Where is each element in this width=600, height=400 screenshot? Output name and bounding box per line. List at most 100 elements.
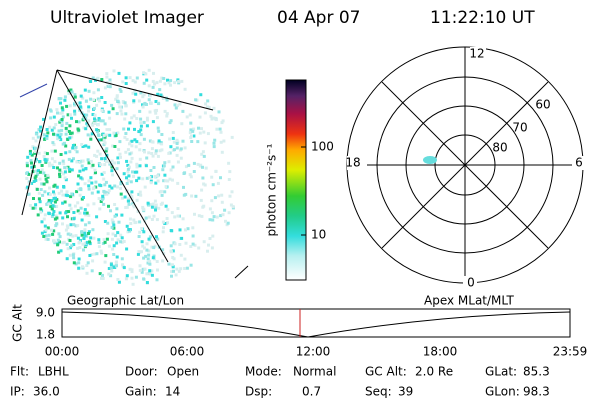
image-pixel bbox=[116, 231, 120, 235]
image-pixel bbox=[73, 95, 77, 99]
mlt-line bbox=[381, 81, 549, 249]
image-pixel bbox=[111, 220, 115, 224]
image-pixel bbox=[43, 224, 47, 228]
image-pixel bbox=[125, 247, 129, 251]
image-pixel bbox=[84, 223, 88, 227]
image-pixel bbox=[111, 107, 115, 111]
image-pixel bbox=[212, 145, 216, 149]
image-pixel bbox=[43, 190, 47, 194]
image-pixel bbox=[176, 140, 180, 144]
image-pixel bbox=[84, 213, 88, 217]
image-pixel bbox=[57, 97, 61, 100]
image-pixel bbox=[38, 177, 42, 181]
image-pixel bbox=[47, 192, 51, 196]
image-pixel bbox=[82, 237, 86, 240]
image-pixel bbox=[65, 129, 69, 133]
image-pixel bbox=[32, 180, 36, 183]
image-pixel bbox=[125, 274, 129, 278]
image-pixel bbox=[57, 250, 61, 254]
image-pixel bbox=[83, 211, 87, 215]
image-pixel bbox=[201, 165, 204, 169]
y-label: GC Alt bbox=[11, 304, 25, 342]
image-pixel bbox=[102, 202, 106, 206]
image-pixel bbox=[113, 203, 117, 206]
image-pixel bbox=[105, 237, 109, 241]
image-pixel bbox=[82, 126, 86, 130]
image-pixel bbox=[160, 133, 164, 136]
image-pixel bbox=[191, 226, 195, 230]
image-pixel bbox=[64, 151, 68, 155]
image-pixel bbox=[124, 112, 128, 116]
image-pixel bbox=[108, 83, 112, 87]
image-pixel bbox=[155, 81, 159, 85]
image-pixel bbox=[118, 152, 122, 156]
image-pixel bbox=[71, 146, 75, 150]
image-pixel bbox=[110, 186, 114, 190]
field-value: 36.0 bbox=[33, 385, 60, 399]
image-overlay bbox=[19, 69, 249, 279]
image-pixel bbox=[77, 120, 81, 124]
image-pixel bbox=[87, 161, 91, 165]
image-pixel bbox=[138, 148, 142, 152]
image-pixel bbox=[171, 136, 175, 140]
limb-line bbox=[234, 265, 249, 279]
image-pixel bbox=[103, 183, 107, 187]
image-pixel bbox=[37, 151, 41, 155]
image-pixel bbox=[52, 143, 56, 147]
image-pixel bbox=[168, 137, 172, 141]
image-pixel bbox=[135, 117, 139, 120]
image-pixel bbox=[58, 135, 62, 139]
image-pixel bbox=[87, 119, 91, 123]
image-pixel bbox=[208, 207, 212, 211]
image-pixel bbox=[160, 76, 164, 80]
image-pixel bbox=[96, 149, 100, 153]
image-pixel bbox=[129, 193, 132, 197]
image-pixel bbox=[180, 122, 184, 126]
image-pixel bbox=[128, 76, 132, 80]
image-pixel bbox=[69, 195, 73, 199]
image-pixel bbox=[99, 184, 103, 188]
image-pixel bbox=[50, 128, 54, 132]
image-pixel bbox=[69, 88, 73, 92]
image-pixel bbox=[74, 224, 78, 228]
image-pixel bbox=[189, 263, 193, 267]
image-pixel bbox=[26, 185, 30, 189]
image-pixel bbox=[197, 214, 201, 218]
y-tick-label: 9.0 bbox=[36, 306, 55, 320]
image-pixel bbox=[78, 169, 82, 173]
image-pixel bbox=[112, 223, 116, 227]
image-pixel bbox=[43, 230, 47, 234]
image-pixel bbox=[85, 122, 89, 126]
image-pixel bbox=[127, 197, 130, 201]
image-pixel bbox=[97, 241, 101, 244]
image-pixel bbox=[79, 206, 83, 210]
image-pixel bbox=[69, 207, 73, 211]
image-pixel bbox=[102, 139, 106, 143]
image-pixel bbox=[28, 149, 32, 153]
image-pixel bbox=[114, 132, 118, 136]
image-pixel bbox=[206, 132, 210, 136]
image-pixel bbox=[42, 117, 45, 121]
image-pixel bbox=[130, 195, 134, 199]
image-pixel bbox=[64, 166, 68, 170]
image-pixel bbox=[56, 166, 59, 170]
image-pixel bbox=[106, 191, 110, 195]
image-pixel bbox=[85, 234, 89, 238]
image-pixel bbox=[81, 145, 85, 148]
image-pixel bbox=[111, 173, 115, 177]
image-pixel bbox=[146, 261, 150, 265]
image-pixel bbox=[71, 253, 75, 257]
image-pixel bbox=[193, 243, 197, 247]
image-pixel bbox=[127, 174, 131, 178]
image-pixel bbox=[77, 241, 81, 245]
image-pixel bbox=[161, 248, 165, 252]
image-pixel bbox=[136, 210, 140, 213]
image-pixel bbox=[100, 251, 104, 255]
image-pixel bbox=[112, 244, 116, 248]
image-pixel bbox=[52, 239, 56, 243]
lat-label: 70 bbox=[512, 121, 527, 135]
image-pixel bbox=[59, 101, 62, 105]
image-pixel bbox=[52, 126, 56, 130]
image-pixel bbox=[214, 118, 218, 122]
image-pixel bbox=[92, 106, 96, 110]
